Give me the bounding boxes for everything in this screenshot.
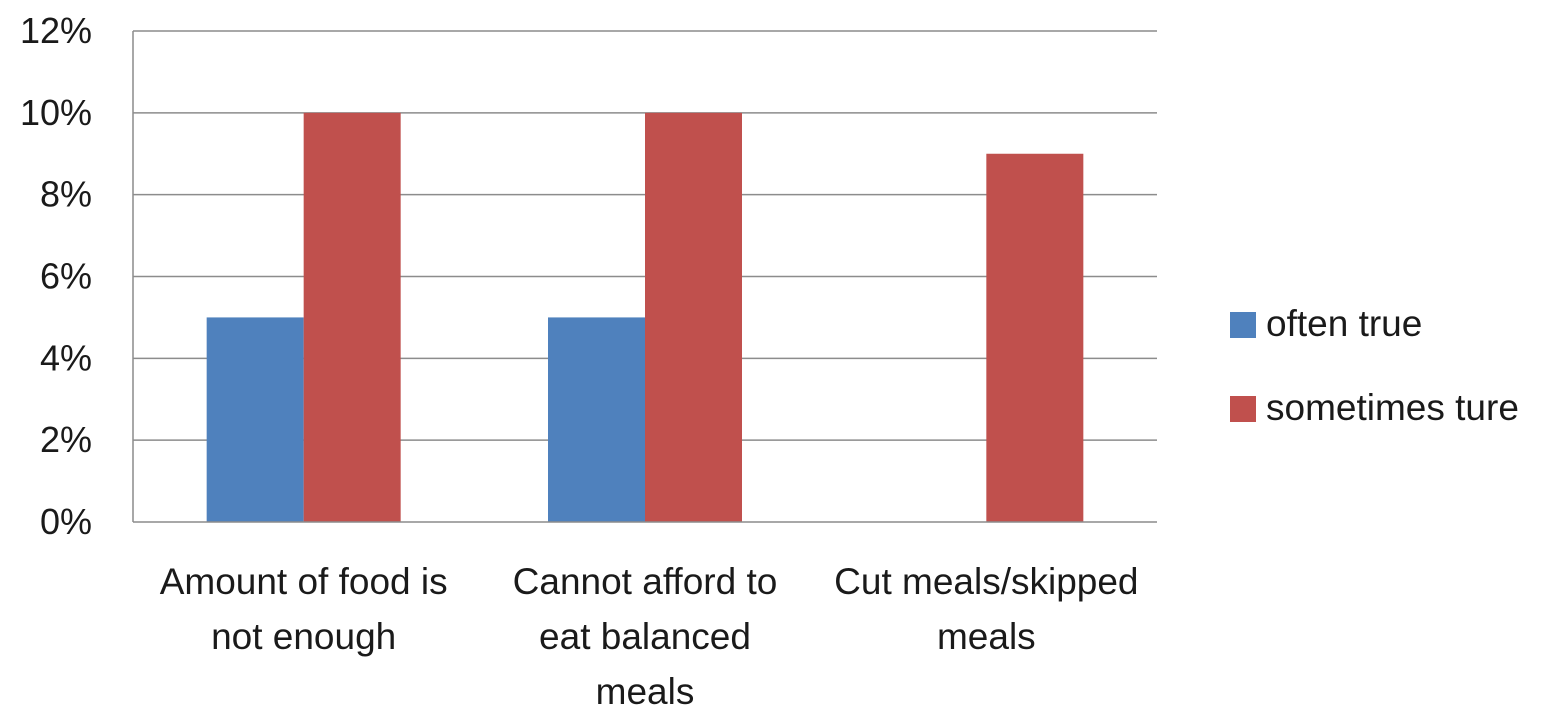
- legend-swatch: [1230, 396, 1256, 422]
- bar-often-true: [206, 317, 304, 522]
- legend-swatch: [1230, 312, 1256, 338]
- x-category-label: Amount of food is not enough: [160, 561, 448, 657]
- x-axis-category-labels: Amount of food is not enough Cannot afford…: [160, 561, 1139, 712]
- y-tick-label: 4%: [40, 337, 92, 378]
- bar-sometimes-ture: [303, 112, 401, 522]
- bar-often-true: [548, 317, 645, 522]
- y-tick-label: 12%: [20, 10, 92, 51]
- y-tick-label: 10%: [20, 92, 92, 133]
- y-tick-label: 0%: [40, 501, 92, 542]
- bar-sometimes-ture: [645, 112, 742, 522]
- legend-label: sometimes ture: [1266, 387, 1519, 428]
- y-tick-label: 8%: [40, 174, 92, 215]
- axes: [132, 31, 1157, 523]
- y-tick-label: 2%: [40, 419, 92, 460]
- x-category-label: Cut meals/skipped meals: [834, 561, 1138, 657]
- legend: often true sometimes ture: [1230, 303, 1519, 428]
- bar-sometimes-ture: [986, 153, 1084, 522]
- x-category-label: Cannot afford to eat balanced meals: [513, 561, 778, 711]
- y-axis-tick-labels: 0% 2% 4% 6% 8% 10% 12%: [20, 10, 92, 542]
- bars: [206, 112, 1084, 522]
- y-tick-label: 6%: [40, 256, 92, 297]
- legend-label: often true: [1266, 303, 1422, 344]
